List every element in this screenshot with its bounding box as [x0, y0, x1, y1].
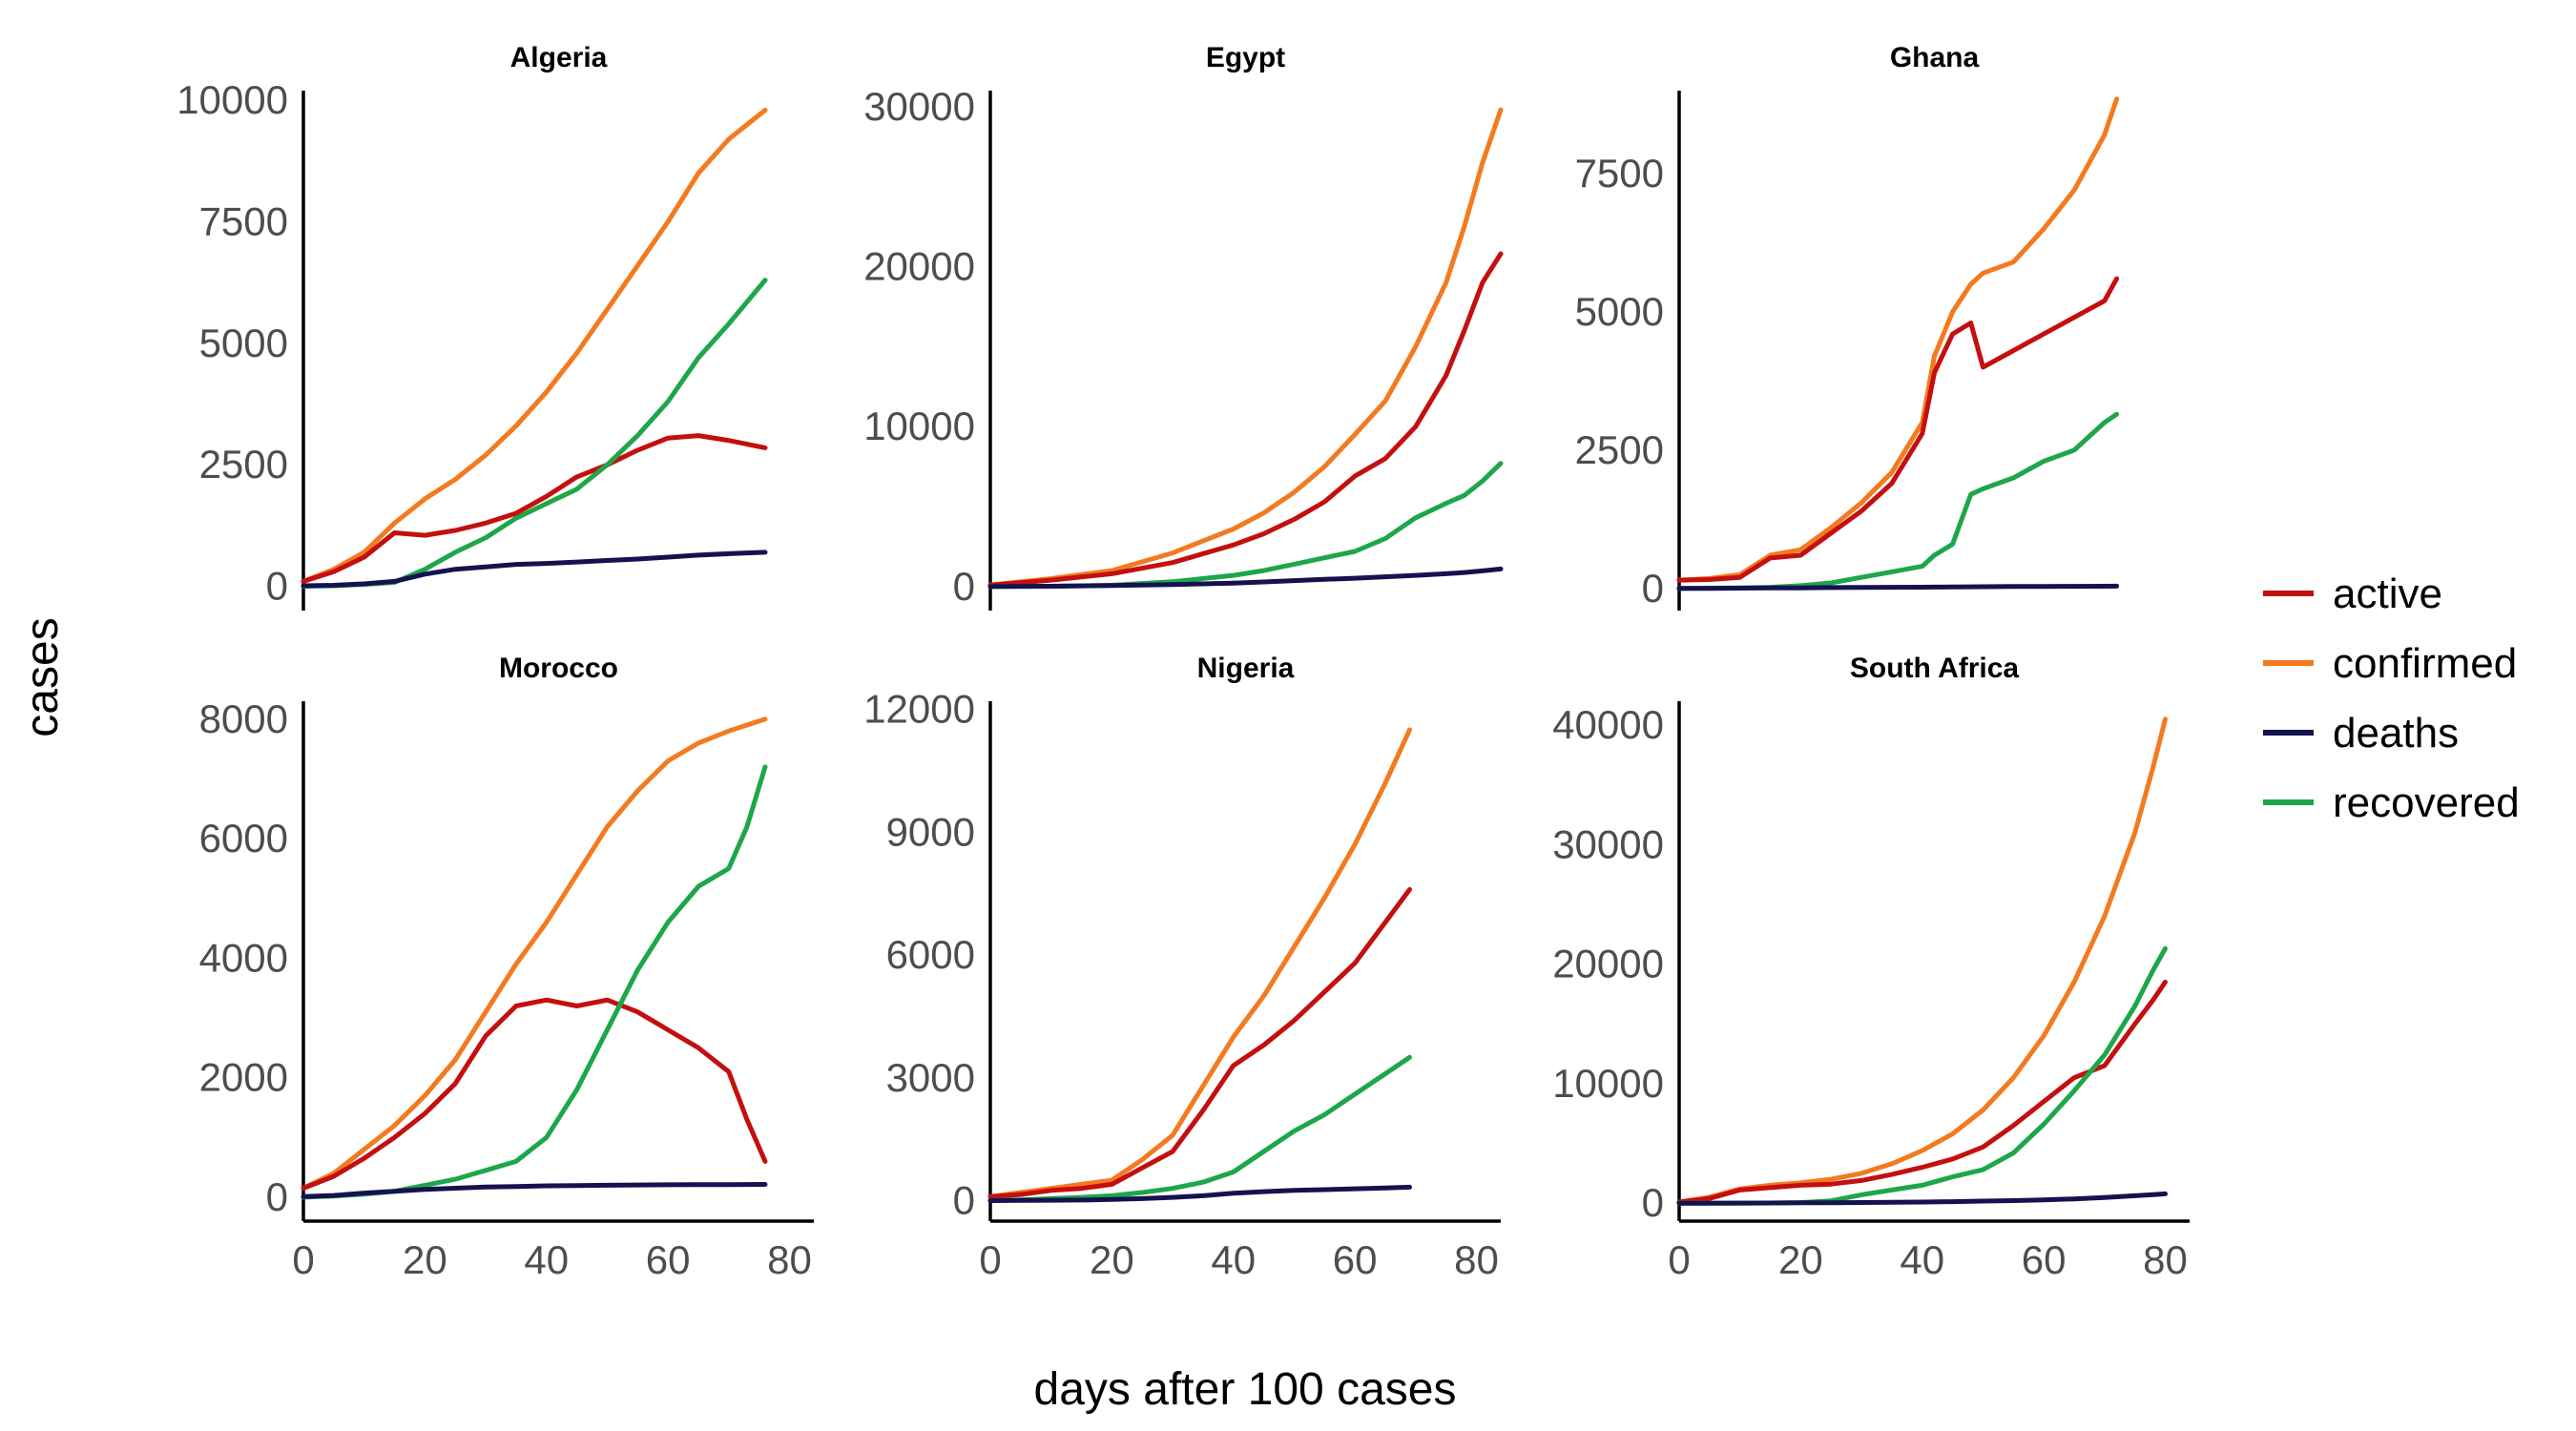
y-tick-label: 2500	[1575, 427, 1664, 472]
series-line-recovered	[301, 764, 768, 1200]
y-tick-label: 0	[266, 1174, 288, 1219]
y-tick-label: 2000	[199, 1055, 288, 1100]
series-line-active	[301, 433, 768, 584]
legend-item-recovered: recovered	[2263, 779, 2520, 826]
y-tick-label: 20000	[1552, 942, 1664, 986]
x-tick-label: 80	[2143, 1237, 2188, 1282]
y-tick-label: 6000	[199, 816, 288, 861]
x-tick-label: 0	[979, 1237, 1001, 1282]
x-tick-label: 60	[2022, 1237, 2067, 1282]
series-line-confirmed	[987, 107, 1504, 588]
y-tick-label: 40000	[1552, 702, 1664, 747]
y-tick-label: 10000	[1552, 1061, 1664, 1106]
legend-label: deaths	[2333, 710, 2459, 757]
legend-label: recovered	[2333, 779, 2520, 826]
y-tick-label: 30000	[1552, 821, 1664, 866]
series-line-active	[1676, 979, 2168, 1205]
panel-algeria: Algeria 0 2500 5000 7500 10000	[177, 42, 768, 611]
x-axis-title: days after 100 cases	[1034, 1364, 1457, 1415]
y-tick-label: 12000	[863, 687, 975, 732]
x-tick-label: 20	[1090, 1237, 1134, 1282]
panel-ghana: Ghana 0 2500 5000 7500	[1575, 42, 2120, 611]
y-tick-label: 0	[953, 564, 975, 609]
series-line-active	[1676, 276, 2120, 583]
series-line-deaths	[1676, 1191, 2168, 1206]
x-tick-label: 80	[767, 1237, 812, 1282]
series-line-active	[301, 997, 768, 1191]
panel-title: Morocco	[499, 653, 618, 684]
panel-morocco: Morocco 0 2000 4000 6000 8000 0 20 40 60 80	[199, 653, 814, 1282]
legend-item-deaths: deaths	[2263, 710, 2459, 757]
x-tick-label: 40	[1211, 1237, 1256, 1282]
legend-item-confirmed: confirmed	[2263, 640, 2517, 687]
y-tick-label: 30000	[863, 84, 975, 129]
legend: active confirmed deaths recovered	[2263, 570, 2520, 826]
series-line-deaths	[1676, 583, 2120, 591]
series-line-active	[987, 251, 1504, 588]
legend-label: confirmed	[2333, 640, 2517, 687]
x-tick-label: 80	[1454, 1237, 1499, 1282]
legend-label: active	[2333, 570, 2442, 617]
y-tick-label: 9000	[886, 809, 975, 854]
y-tick-label: 3000	[886, 1055, 975, 1100]
series-line-deaths	[987, 1184, 1412, 1203]
series-line-deaths	[987, 566, 1504, 590]
y-tick-label: 2500	[199, 442, 288, 487]
x-tick-label: 20	[403, 1237, 447, 1282]
y-tick-label: 7500	[199, 199, 288, 244]
y-tick-label: 4000	[199, 935, 288, 980]
x-tick-label: 0	[1668, 1237, 1690, 1282]
x-tick-label: 60	[1333, 1237, 1378, 1282]
panel-title: Egypt	[1206, 42, 1285, 73]
panel-title: Ghana	[1890, 42, 1980, 73]
panel-title: Nigeria	[1197, 653, 1295, 684]
x-tick-label: 40	[524, 1237, 569, 1282]
y-tick-label: 5000	[1575, 289, 1664, 334]
y-axis-title: cases	[17, 617, 68, 736]
series-line-recovered	[301, 278, 768, 589]
y-tick-label: 0	[266, 564, 288, 609]
series-line-confirmed	[987, 727, 1412, 1199]
series-line-confirmed	[1676, 716, 2168, 1205]
y-tick-label: 10000	[863, 404, 975, 448]
x-tick-label: 20	[1778, 1237, 1823, 1282]
y-tick-label: 6000	[886, 932, 975, 977]
panel-egypt: Egypt 0 10000 20000 30000	[863, 42, 1504, 611]
series-line-confirmed	[301, 107, 768, 584]
x-tick-label: 0	[292, 1237, 314, 1282]
series-line-active	[987, 886, 1412, 1199]
series-line-confirmed	[1676, 96, 2120, 583]
y-tick-label: 5000	[199, 321, 288, 365]
series-line-recovered	[987, 1054, 1412, 1203]
y-tick-label: 0	[953, 1178, 975, 1223]
series-line-deaths	[301, 1182, 768, 1199]
panel-nigeria: Nigeria 0 3000 6000 9000 12000 0 20 40 60 80	[863, 653, 1501, 1282]
panel-south-africa: South Africa 0 10000 20000 30000 40000 0 20 40 60…	[1552, 653, 2190, 1282]
y-tick-label: 7500	[1575, 151, 1664, 196]
x-tick-label: 60	[646, 1237, 691, 1282]
panel-title: Algeria	[510, 42, 608, 73]
y-tick-label: 0	[1642, 566, 1664, 611]
x-tick-label: 40	[1900, 1237, 1944, 1282]
y-tick-label: 8000	[199, 696, 288, 741]
series-line-deaths	[301, 550, 768, 589]
facet-panels: Algeria025005000750010000Egypt0100002000…	[177, 42, 2190, 1282]
y-tick-label: 0	[1642, 1180, 1664, 1225]
y-tick-label: 10000	[177, 77, 288, 122]
series-line-recovered	[1676, 411, 2120, 591]
legend-item-active: active	[2263, 570, 2442, 617]
y-tick-label: 20000	[863, 243, 975, 288]
panel-title: South Africa	[1850, 653, 2020, 684]
series-line-confirmed	[301, 716, 768, 1191]
